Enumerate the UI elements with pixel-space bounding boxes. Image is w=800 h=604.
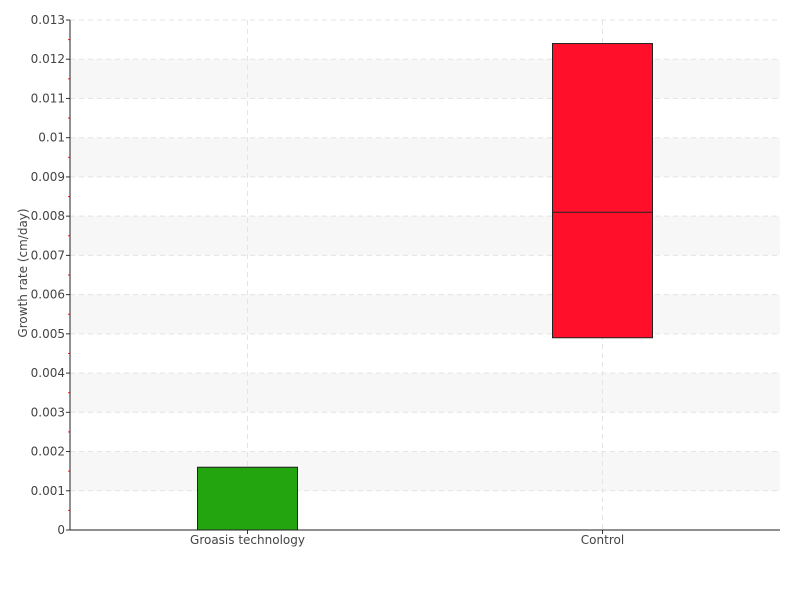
y-axis-label: Growth rate (cm/day)	[16, 208, 30, 337]
box-1	[197, 466, 298, 531]
x-tick-label: Control	[581, 533, 624, 547]
box-2	[552, 43, 653, 339]
y-tick-label: 0	[57, 523, 65, 537]
y-tick-label: 0.002	[31, 445, 65, 459]
x-tick-label: Groasis technology	[190, 533, 305, 547]
y-tick-label: 0.012	[31, 52, 65, 66]
grid-band	[70, 216, 780, 256]
grid-band	[70, 59, 780, 99]
y-tick-label: 0.001	[31, 484, 65, 498]
y-tick-label: 0.007	[31, 248, 65, 262]
grid-band	[70, 373, 780, 413]
y-tick-label: 0.004	[31, 366, 65, 380]
y-tick-label: 0.003	[31, 405, 65, 419]
y-tick-label: 0.01	[38, 131, 65, 145]
y-tick-label: 0.008	[31, 209, 65, 223]
y-tick-label: 0.006	[31, 288, 65, 302]
y-tick-label: 0.011	[31, 91, 65, 105]
grid-band	[70, 451, 780, 491]
y-tick-label: 0.013	[31, 13, 65, 27]
grid-band	[70, 137, 780, 177]
grid-band	[70, 294, 780, 334]
y-tick-label: 0.005	[31, 327, 65, 341]
y-tick-label: 0.009	[31, 170, 65, 184]
